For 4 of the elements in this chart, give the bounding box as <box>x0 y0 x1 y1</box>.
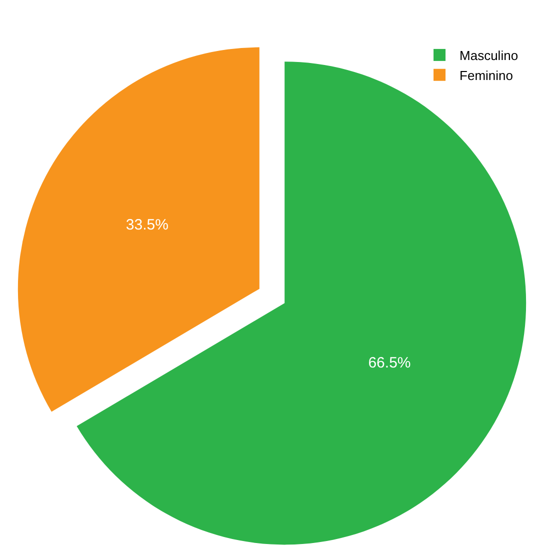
data-label: 66.5% <box>368 354 411 372</box>
legend-label: Masculino <box>460 48 518 64</box>
data-label: 33.5% <box>126 216 168 234</box>
legend-label: Feminino <box>460 68 513 83</box>
